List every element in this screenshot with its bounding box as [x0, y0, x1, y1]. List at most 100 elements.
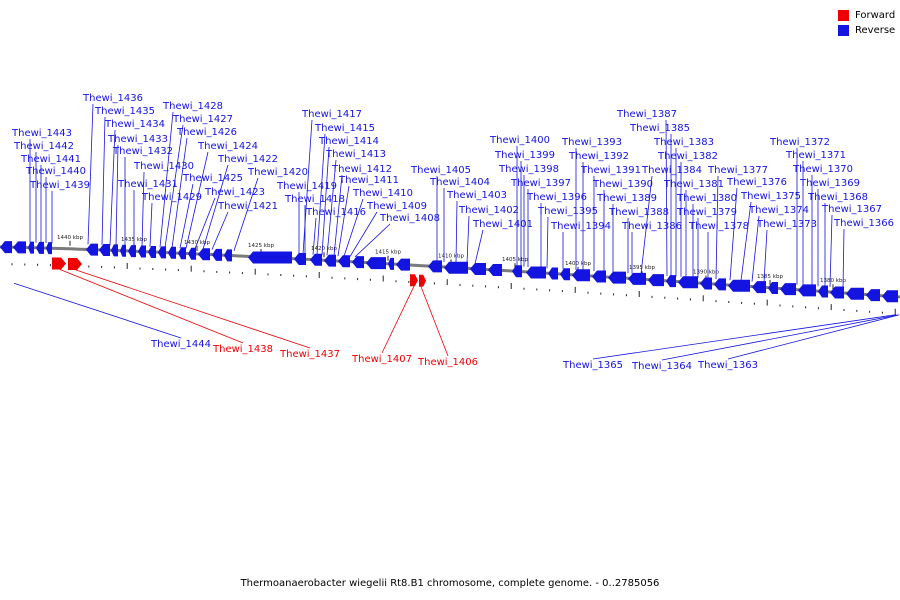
label-leader [715, 175, 719, 280]
ruler-label: 1415 kbp [375, 250, 401, 256]
gene-label: Thewi_1367 [821, 204, 882, 215]
reverse-gene [444, 261, 468, 274]
gene-label: Thewi_1364 [631, 361, 692, 372]
reverse-gene [168, 246, 176, 259]
gene-label: Thewi_1422 [217, 154, 278, 165]
gene-label: Thewi_1408 [379, 213, 440, 224]
gene-label: Thewi_1437 [279, 349, 340, 360]
label-leader [171, 137, 188, 248]
reverse-gene [224, 249, 232, 262]
gene-label: Thewi_1383 [653, 137, 714, 148]
label-leader [185, 151, 209, 249]
label-leader [326, 159, 337, 256]
gene-label: Thewi_1406 [417, 357, 478, 368]
gene-label: Thewi_1410 [352, 188, 413, 199]
label-leader [829, 214, 833, 288]
reverse-gene [846, 287, 864, 300]
gene-label: Thewi_1412 [331, 164, 392, 175]
label-leader [164, 124, 184, 248]
reverse-gene [178, 247, 186, 260]
gene-label: Thewi_1382 [657, 151, 718, 162]
reverse-gene [470, 263, 486, 275]
reverse-gene [86, 243, 98, 256]
ruler-label: 1385 kbp [757, 274, 783, 280]
gene-label: Thewi_1407 [351, 354, 412, 365]
reverse-gene [138, 245, 146, 258]
gene-label: Thewi_1418 [284, 194, 345, 205]
gene-label: Thewi_1399 [494, 150, 555, 161]
forward-swatch [838, 10, 849, 21]
reverse-gene [366, 257, 386, 270]
gene-label: Thewi_1377 [707, 165, 768, 176]
reverse-gene [700, 277, 712, 290]
reverse-gene [148, 246, 156, 258]
legend-reverse: Reverse [838, 23, 895, 38]
legend-reverse-label: Reverse [855, 25, 896, 36]
reverse-gene [628, 272, 646, 285]
label-leader [842, 228, 845, 288]
label-leader [661, 314, 899, 361]
label-leader [337, 185, 350, 257]
gene-label: Thewi_1416 [305, 207, 366, 218]
label-leader [109, 129, 116, 246]
gene-label: Thewi_1417 [301, 109, 362, 120]
label-leader [727, 314, 900, 360]
reverse-gene [310, 253, 322, 266]
reverse-gene [768, 282, 778, 294]
reverse-gene [111, 244, 118, 257]
gene-label: Thewi_1421 [217, 201, 278, 212]
label-leader [141, 171, 145, 247]
reverse-gene [830, 286, 844, 299]
gene-label: Thewi_1414 [318, 136, 379, 147]
reverse-gene [338, 255, 350, 268]
gene-label: Thewi_1435 [94, 106, 155, 117]
gene-label: Thewi_1371 [785, 150, 846, 161]
reverse-gene [248, 251, 292, 264]
label-leader [194, 197, 216, 249]
label-leader [466, 215, 470, 264]
gene-label: Thewi_1369 [799, 178, 860, 189]
ruler-label: 1410 kbp [438, 253, 464, 259]
label-leader [302, 119, 313, 255]
reverse-gene [428, 260, 442, 273]
gene-label: Thewi_1401 [472, 219, 533, 230]
forward-gene [68, 258, 82, 270]
gene-label: Thewi_1365 [562, 360, 623, 371]
reverse-gene [128, 245, 136, 258]
reverse-gene [0, 241, 12, 254]
gene-label: Thewi_1388 [608, 207, 669, 218]
reverse-gene [592, 270, 606, 283]
reverse-gene [198, 248, 210, 261]
gene-label: Thewi_1387 [616, 109, 677, 120]
reverse-gene [396, 258, 410, 271]
reverse-swatch [838, 25, 849, 36]
reverse-gene [752, 281, 766, 294]
label-leader [115, 144, 119, 246]
gene-label: Thewi_1434 [104, 119, 165, 130]
gene-label: Thewi_1444 [150, 339, 211, 350]
label-leader [381, 286, 415, 354]
gene-label: Thewi_1394 [550, 221, 611, 232]
gene-label: Thewi_1419 [276, 181, 337, 192]
gene-label: Thewi_1374 [748, 205, 809, 216]
reverse-gene [780, 283, 796, 296]
gene-label: Thewi_1436 [82, 93, 143, 104]
gene-label: Thewi_1380 [676, 193, 737, 204]
label-leader [75, 269, 311, 349]
label-leader [312, 217, 317, 255]
ruler-label: 1405 kbp [502, 257, 528, 263]
gene-label: Thewi_1432 [112, 146, 173, 157]
reverse-gene [388, 257, 394, 270]
gene-label: Thewi_1390 [592, 179, 653, 190]
label-leader [546, 216, 549, 269]
label-leader [87, 103, 94, 245]
gene-label: Thewi_1426 [176, 127, 237, 138]
gene-label: Thewi_1431 [117, 179, 178, 190]
reverse-gene [212, 248, 222, 261]
gene-label: Thewi_1415 [314, 123, 375, 134]
label-leader [763, 229, 768, 283]
gene-label: Thewi_1398 [498, 164, 559, 175]
gene-label: Thewi_1413 [325, 149, 386, 160]
ruler-label: 1395 kbp [629, 265, 655, 271]
label-leader [420, 286, 449, 357]
